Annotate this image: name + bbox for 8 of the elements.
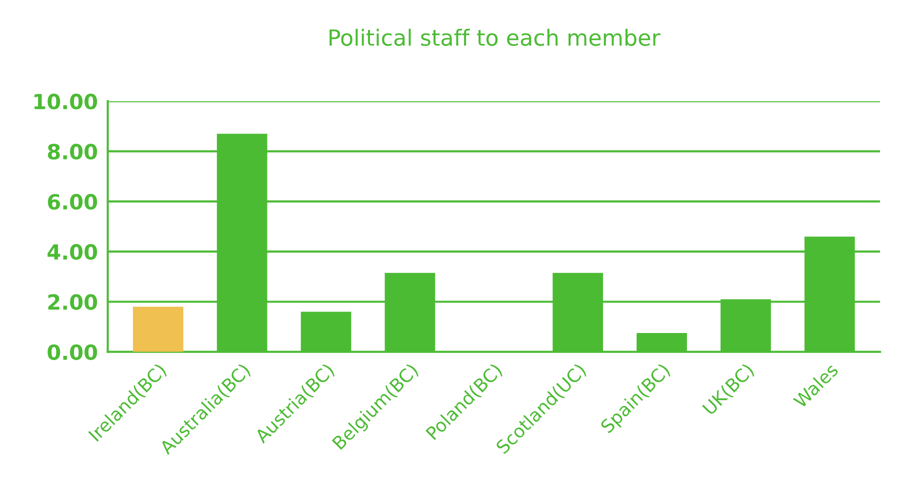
bar [132, 306, 184, 352]
y-tick-label: 0.00 [48, 344, 98, 360]
y-tick-label: 10.00 [34, 94, 98, 110]
y-tick-label: 2.00 [48, 294, 98, 310]
y-tick-label: 6.00 [48, 194, 98, 210]
chart-title: Political staff to each member [330, 28, 660, 46]
y-tick-label: 8.00 [48, 144, 98, 160]
y-tick-label: 4.00 [48, 244, 98, 260]
